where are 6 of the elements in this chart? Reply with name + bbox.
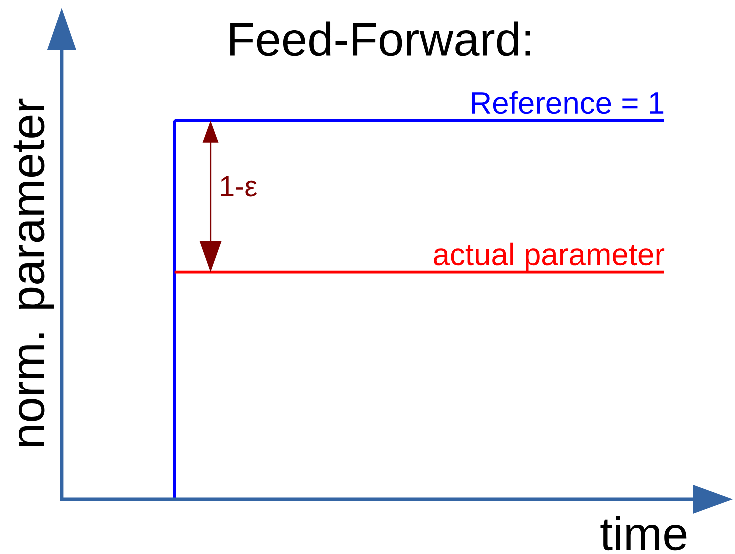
annotation: 1-ε: [221, 176, 258, 197]
series-label: actual parameter: [434, 242, 665, 272]
x-axis-title: time: [600, 516, 687, 550]
series-label: Reference = 1: [472, 91, 664, 114]
y-axis-title: norm. parameter: [14, 98, 54, 446]
chart-title: Feed-Forward:: [230, 22, 530, 56]
